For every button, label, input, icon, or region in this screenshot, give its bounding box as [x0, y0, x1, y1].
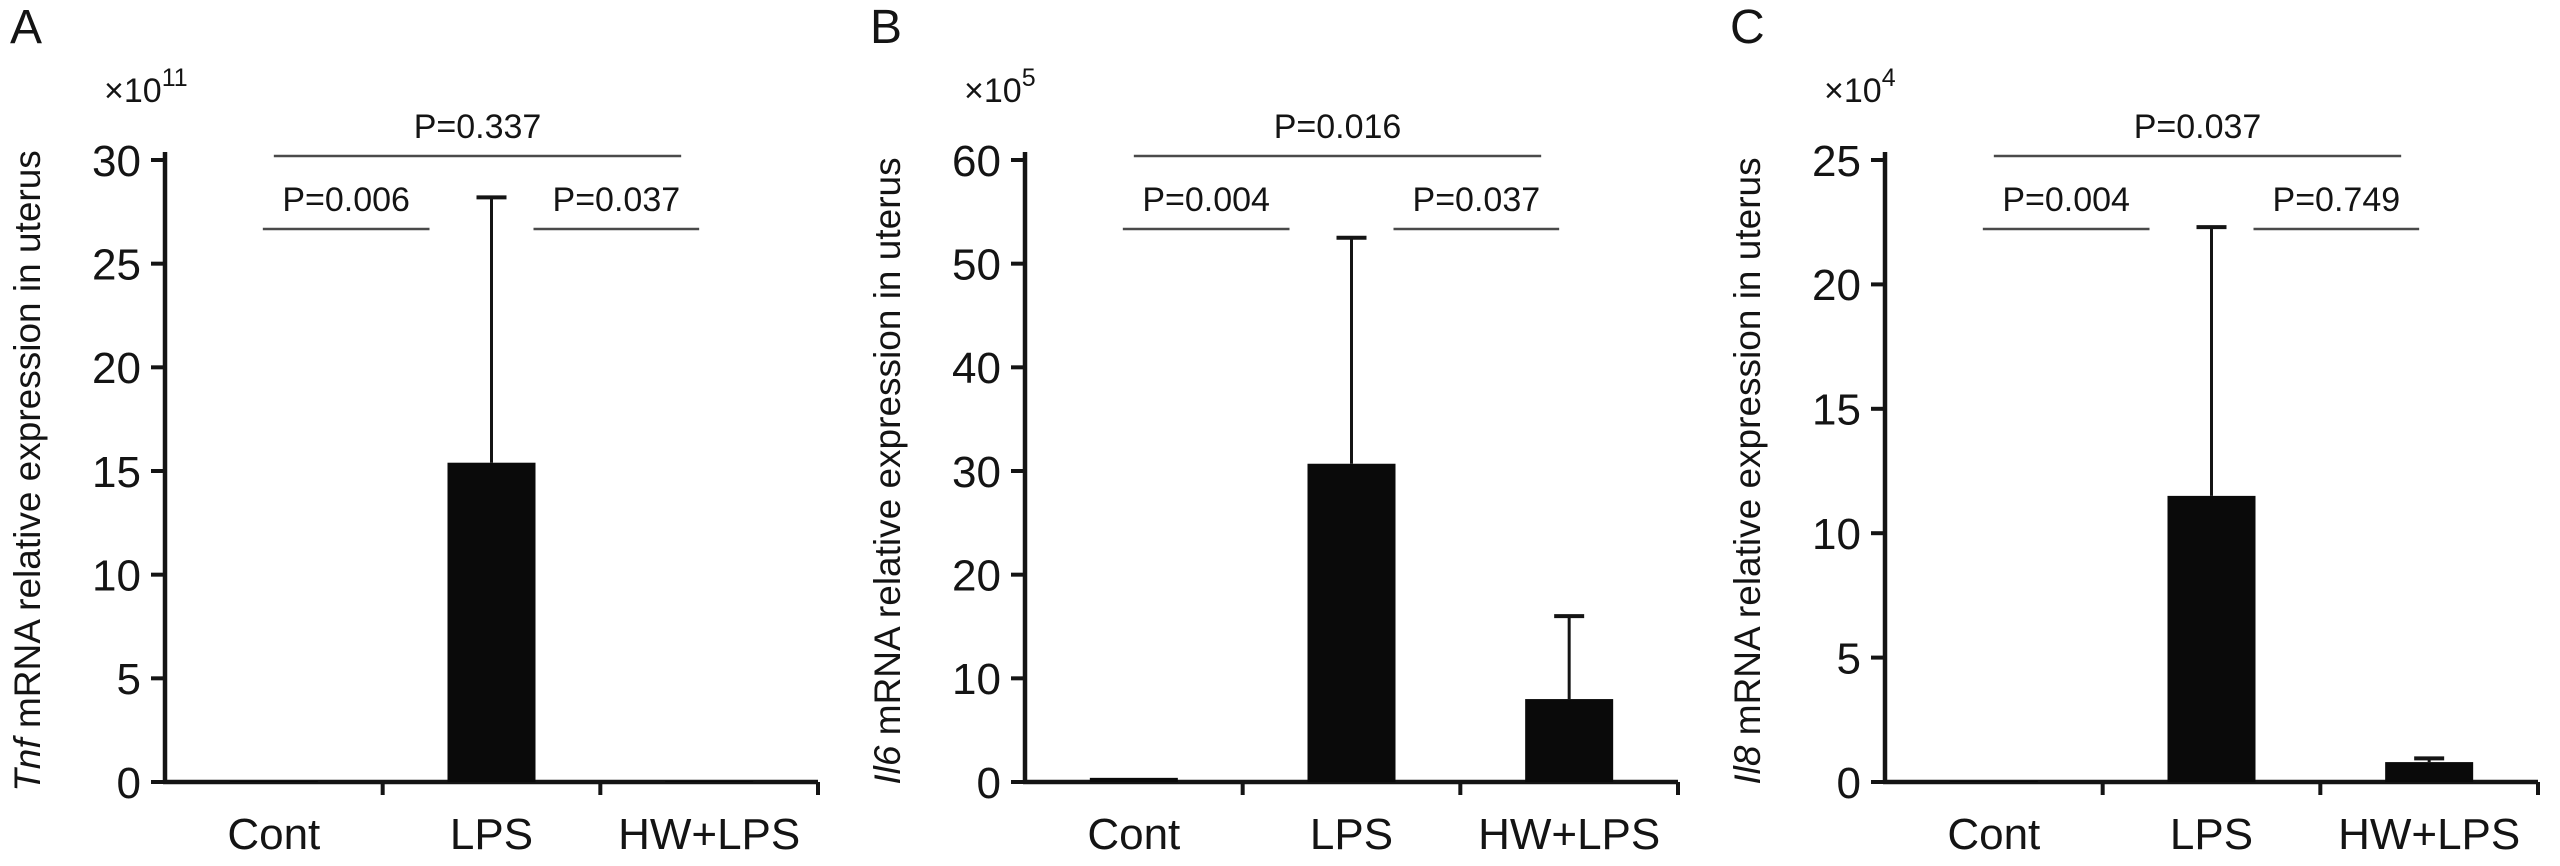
bar-chart-il8: 0 5 10 15 20 25 ×104 Il8 mRNA relative expressi…	[1727, 64, 2540, 859]
bar-hw-lps	[1525, 699, 1614, 782]
y-tick-label: 10	[92, 552, 141, 601]
figure-panel-c: C 0 5 10 15 20 25 ×104 Il8 mRNA relative expres…	[1720, 0, 2560, 866]
bar-lps	[2167, 495, 2256, 782]
bar-chart-il6: 0 10 20 30 40 50 60 ×105 Il6 mRNA relative expre…	[867, 64, 1680, 859]
category-label: LPS	[1310, 810, 1393, 859]
p-value-label: P=0.037	[553, 181, 681, 219]
p-value-label: P=0.749	[2273, 181, 2401, 219]
y-tick-label: 40	[952, 344, 1001, 393]
bar-chart-tnf: 0 5 10 15 20 25 30 ×1011 Tnf mRNA relative expre…	[7, 64, 820, 859]
bar-lps	[447, 462, 536, 782]
category-label: HW+LPS	[1478, 810, 1660, 859]
y-axis-scale-factor: ×105	[964, 64, 1036, 110]
panel-letter: A	[10, 1, 43, 54]
y-tick-label: 50	[952, 241, 1001, 290]
y-axis-title: Il8 mRNA relative expression in uterus	[1727, 157, 1768, 784]
p-value-label: P=0.004	[2002, 181, 2130, 219]
p-value-label: P=0.337	[414, 108, 542, 146]
y-tick-label: 5	[1837, 634, 1861, 683]
p-value-label: P=0.006	[282, 181, 410, 219]
y-tick-label: 60	[952, 137, 1001, 186]
bar-hw-lps	[665, 780, 754, 782]
y-tick-label: 0	[1837, 759, 1861, 808]
panel-letter: C	[1730, 1, 1765, 54]
p-value-label: P=0.004	[1142, 181, 1270, 219]
y-tick-label: 0	[117, 759, 141, 808]
y-tick-label: 15	[1812, 386, 1861, 435]
category-label: Cont	[1947, 810, 2040, 859]
y-axis-scale-factor: ×1011	[104, 64, 188, 110]
y-tick-label: 20	[1812, 261, 1861, 310]
y-tick-label: 25	[1812, 137, 1861, 186]
p-value-label: P=0.016	[1274, 108, 1402, 146]
y-tick-label: 0	[977, 759, 1001, 808]
category-label: LPS	[450, 810, 533, 859]
y-tick-label: 25	[92, 241, 141, 290]
y-axis-scale-factor: ×104	[1824, 64, 1896, 110]
category-label: HW+LPS	[618, 810, 800, 859]
category-label: Cont	[1087, 810, 1180, 859]
y-tick-label: 30	[952, 448, 1001, 497]
y-tick-label: 20	[92, 344, 141, 393]
y-tick-label: 20	[952, 552, 1001, 601]
category-label: Cont	[227, 810, 320, 859]
p-value-label: P=0.037	[1413, 181, 1541, 219]
bar-cont	[1949, 780, 2038, 782]
y-tick-label: 30	[92, 137, 141, 186]
panel-letter: B	[870, 1, 903, 54]
y-axis-title: Tnf mRNA relative expression in uterus	[7, 150, 48, 792]
figure-panel-b: B 0 10 20 30 40 50 60 ×105 Il6 mRNA relative exp…	[860, 0, 1700, 866]
category-label: HW+LPS	[2338, 810, 2520, 859]
category-label: LPS	[2170, 810, 2253, 859]
figure-panel-a: A 0 5 10 15 20 25 30 ×1011 Tnf mRNA relative exp…	[0, 0, 840, 866]
bar-hw-lps	[2385, 762, 2474, 782]
bar-cont	[229, 780, 318, 782]
y-tick-label: 15	[92, 448, 141, 497]
bar-cont	[1089, 777, 1178, 782]
y-tick-label: 10	[952, 655, 1001, 704]
y-tick-label: 5	[117, 655, 141, 704]
y-axis-title: Il6 mRNA relative expression in uterus	[867, 157, 908, 784]
bar-lps	[1307, 463, 1396, 782]
y-tick-label: 10	[1812, 510, 1861, 559]
p-value-label: P=0.037	[2134, 108, 2262, 146]
